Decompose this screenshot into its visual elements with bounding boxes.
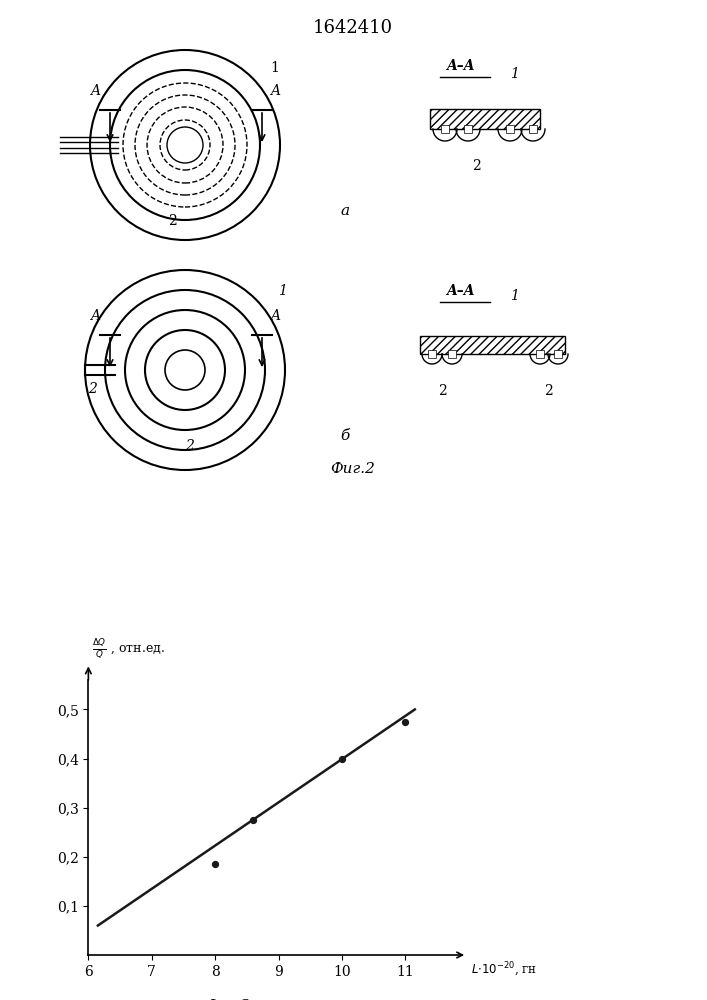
Bar <box>428 350 436 358</box>
Text: A: A <box>90 84 100 98</box>
Text: $\frac{\Delta Q}{Q}$ , отн.ед.: $\frac{\Delta Q}{Q}$ , отн.ед. <box>92 637 165 661</box>
Text: A: A <box>90 309 100 323</box>
Text: 1: 1 <box>270 61 279 75</box>
Circle shape <box>165 350 205 390</box>
Bar <box>529 125 537 133</box>
Text: A: A <box>270 309 280 323</box>
Text: 2: 2 <box>472 159 480 173</box>
Text: a: a <box>340 204 349 218</box>
Text: A–A: A–A <box>445 284 474 298</box>
Text: 1642410: 1642410 <box>313 19 393 37</box>
Point <box>209 856 221 872</box>
Text: A–A: A–A <box>445 59 474 73</box>
Point <box>247 812 259 828</box>
Bar <box>464 125 472 133</box>
Text: 1: 1 <box>510 67 519 81</box>
Bar <box>554 350 562 358</box>
Text: 2: 2 <box>168 214 177 228</box>
Point <box>399 714 411 730</box>
Circle shape <box>167 127 203 163</box>
Bar <box>420 336 565 354</box>
Bar <box>430 109 540 129</box>
Text: 1: 1 <box>278 284 287 298</box>
Text: 2: 2 <box>438 384 446 398</box>
Text: A: A <box>270 84 280 98</box>
Text: Фиг.3: Фиг.3 <box>206 999 250 1000</box>
Text: б: б <box>340 429 349 443</box>
Text: 2: 2 <box>185 439 194 453</box>
Text: 2: 2 <box>88 382 97 396</box>
Bar <box>506 125 514 133</box>
Text: $L{\cdot}10^{-20}$, гн: $L{\cdot}10^{-20}$, гн <box>471 960 537 979</box>
Text: 2: 2 <box>544 384 552 398</box>
Bar <box>536 350 544 358</box>
Bar <box>441 125 449 133</box>
Text: 1: 1 <box>510 289 519 303</box>
Bar <box>448 350 456 358</box>
Point <box>337 751 348 767</box>
Text: Фиг.2: Фиг.2 <box>330 462 375 476</box>
